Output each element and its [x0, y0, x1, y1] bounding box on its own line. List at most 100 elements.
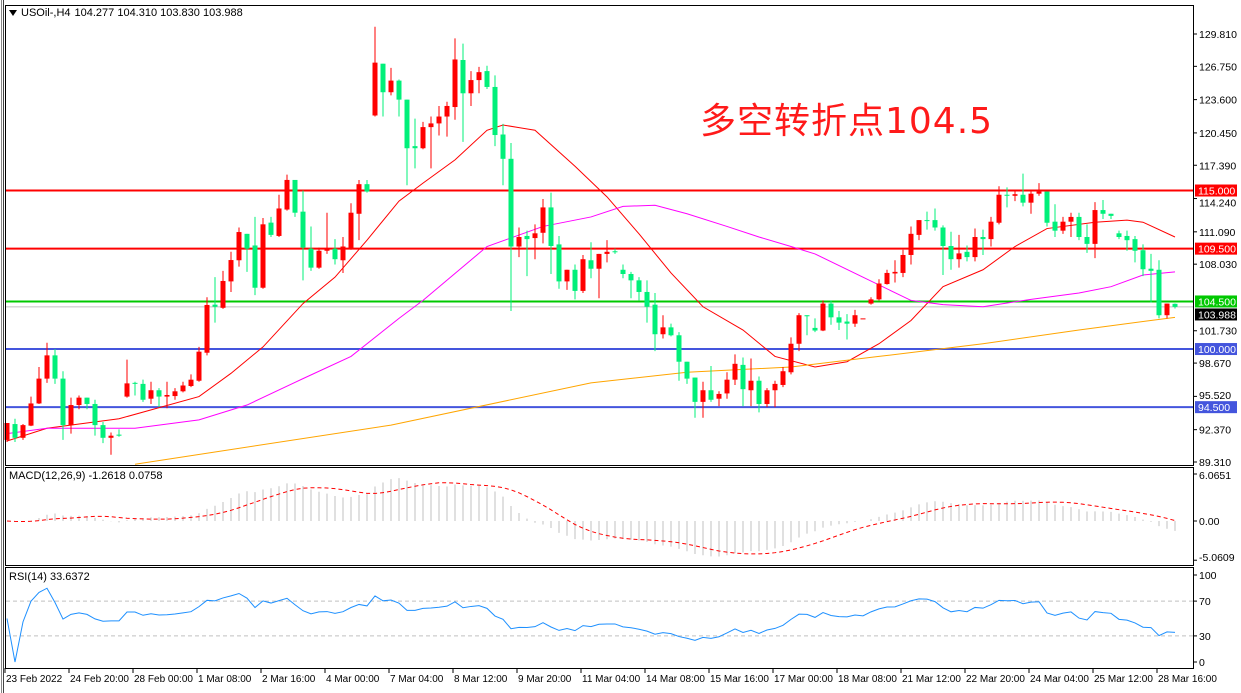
- candle: [908, 226, 914, 265]
- time-tick-label: 2 Mar 16:00: [262, 674, 316, 685]
- candle: [52, 349, 58, 384]
- candle: [956, 234, 962, 268]
- candle: [676, 332, 682, 381]
- candle: [548, 192, 554, 274]
- candle: [1068, 212, 1074, 238]
- candle: [604, 240, 610, 263]
- candle-body: [116, 434, 122, 436]
- candle-body: [124, 383, 130, 397]
- candle: [1076, 212, 1082, 241]
- time-tick-label: 8 Mar 12:00: [454, 674, 508, 685]
- candle: [180, 381, 186, 393]
- candle: [292, 179, 298, 217]
- candle: [68, 397, 74, 434]
- candle: [172, 388, 178, 400]
- candle: [524, 230, 530, 277]
- price-tick-label: 111.090: [1199, 227, 1236, 239]
- rsi-line: [6, 587, 1176, 663]
- candle: [332, 239, 338, 265]
- candle-body: [892, 271, 898, 274]
- candle: [916, 220, 922, 241]
- candle-body: [740, 364, 746, 390]
- time-tick-label: 14 Mar 08:00: [646, 674, 705, 685]
- candle: [100, 421, 106, 444]
- candle: [20, 424, 26, 440]
- candle: [572, 264, 578, 300]
- triangle-down-icon[interactable]: [9, 10, 17, 16]
- candle: [756, 376, 762, 413]
- candle-body: [276, 208, 282, 236]
- candle: [236, 227, 242, 267]
- time-tick-label: 22 Mar 20:00: [966, 674, 1025, 685]
- level-price-tag: [1195, 295, 1237, 308]
- candle-body: [628, 273, 634, 281]
- candle-body: [260, 224, 266, 288]
- macd-tick-label: 0.00: [1199, 516, 1220, 528]
- candle: [748, 358, 754, 407]
- candle: [1036, 183, 1042, 196]
- time-tick-label: 7 Mar 04:00: [390, 674, 444, 685]
- candle: [732, 354, 738, 385]
- candle-body: [772, 383, 778, 391]
- candle-body: [252, 245, 258, 288]
- candle-body: [476, 72, 482, 81]
- candle-body: [508, 158, 514, 247]
- candle-body: [132, 382, 138, 384]
- candle-body: [516, 237, 522, 247]
- candle: [44, 342, 50, 383]
- candle-body: [964, 251, 970, 258]
- candle: [388, 67, 394, 96]
- time-tick-label: 23 Feb 2022: [6, 674, 63, 685]
- candle: [476, 66, 482, 94]
- candle-body: [212, 304, 218, 307]
- candle: [260, 217, 266, 289]
- candle-body: [612, 251, 618, 253]
- candle: [620, 264, 626, 279]
- candle: [628, 271, 634, 299]
- candle-body: [12, 424, 18, 438]
- candle: [860, 318, 866, 320]
- candle: [252, 216, 258, 296]
- candle: [76, 395, 82, 410]
- candle-body: [1172, 303, 1178, 307]
- macd-label: MACD(12,26,9) -1.2618 0.0758: [9, 470, 163, 482]
- candle: [1092, 202, 1098, 259]
- candle: [196, 346, 202, 382]
- macd-panel-border: [5, 467, 1194, 566]
- candle: [1124, 230, 1130, 251]
- time-tick-label: 17 Mar 00:00: [774, 674, 833, 685]
- candle: [204, 297, 210, 356]
- candle: [220, 270, 226, 309]
- candle-body: [684, 361, 690, 379]
- candle: [844, 314, 850, 340]
- candle: [812, 318, 818, 333]
- candle: [468, 71, 474, 106]
- candle-body: [340, 246, 346, 261]
- candle: [892, 260, 898, 283]
- candle: [484, 65, 490, 90]
- price-panel: [4, 26, 1193, 465]
- rsi-panel: [6, 587, 1193, 663]
- candle-body: [404, 99, 410, 149]
- candle: [852, 309, 858, 327]
- annotation-text: 多空转折点104.5: [700, 101, 994, 142]
- candle: [4, 423, 10, 443]
- current-price-label: 103.988: [1198, 309, 1236, 321]
- candle-body: [732, 363, 738, 380]
- candle-body: [620, 269, 626, 274]
- candle: [564, 269, 570, 290]
- candle: [876, 279, 882, 301]
- candle-body: [444, 105, 450, 117]
- candle-body: [204, 304, 210, 353]
- candle-body: [28, 403, 34, 426]
- ohlc-readout: 104.277 104.310 103.830 103.988: [74, 7, 243, 19]
- candle: [428, 116, 434, 169]
- price-tick-label: 92.370: [1199, 425, 1231, 437]
- price-tick-label: 123.600: [1199, 95, 1237, 107]
- level-price-label: 104.500: [1198, 296, 1236, 308]
- candle: [772, 380, 778, 408]
- candle: [444, 101, 450, 137]
- candle: [92, 399, 98, 436]
- candle-body: [1092, 210, 1098, 244]
